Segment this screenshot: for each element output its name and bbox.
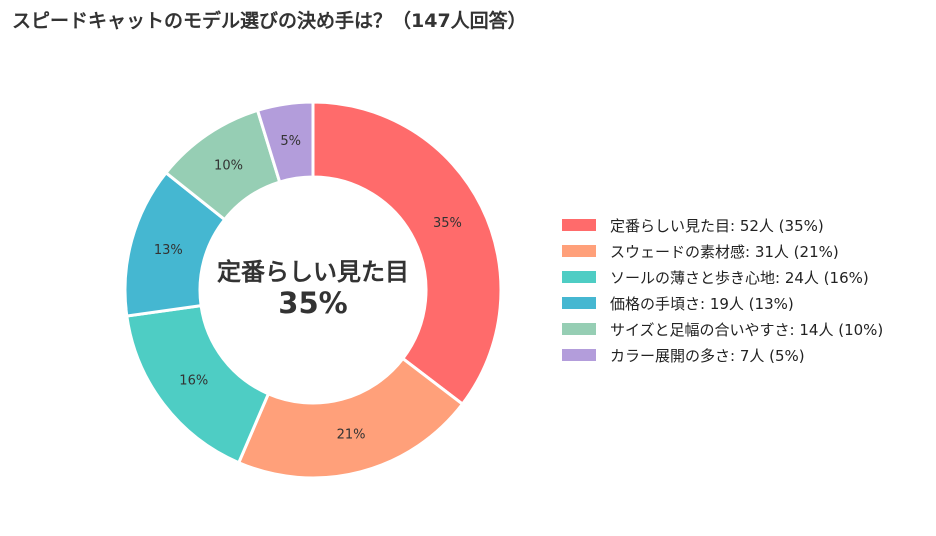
legend: 定番らしい見た目: 52人 (35%) スウェードの素材感: 31人 (21%) ソ… (562, 212, 883, 368)
donut-slice (236, 356, 465, 480)
legend-item: 定番らしい見た目: 52人 (35%) (562, 212, 883, 238)
legend-item: スウェードの素材感: 31人 (21%) (562, 238, 883, 264)
legend-swatch (562, 349, 596, 361)
slice-percent-label: 21% (337, 428, 366, 443)
slice-percent-label: 13% (154, 243, 183, 258)
center-label: 定番らしい見た目 (217, 258, 409, 286)
legend-item: ソールの薄さと歩き心地: 24人 (16%) (562, 264, 883, 290)
slice-percent-label: 5% (280, 134, 301, 149)
legend-item: サイズと足幅の合いやすさ: 14人 (10%) (562, 316, 883, 342)
slice-percent-label: 35% (433, 216, 462, 231)
legend-label: サイズと足幅の合いやすさ: 14人 (10%) (610, 320, 884, 339)
legend-item: 価格の手頃さ: 19人 (13%) (562, 290, 883, 316)
legend-label: スウェードの素材感: 31人 (21%) (610, 242, 839, 261)
legend-label: 価格の手頃さ: 19人 (13%) (610, 294, 794, 313)
legend-label: カラー展開の多さ: 7人 (5%) (610, 346, 805, 365)
legend-swatch (562, 271, 596, 283)
center-value: 35% (278, 286, 348, 320)
legend-swatch (562, 219, 596, 231)
legend-item: カラー展開の多さ: 7人 (5%) (562, 342, 883, 368)
legend-label: 定番らしい見た目: 52人 (35%) (610, 216, 824, 235)
slice-percent-label: 16% (179, 373, 208, 388)
legend-swatch (562, 297, 596, 309)
legend-swatch (562, 323, 596, 335)
chart-title: スピードキャットのモデル選びの決め手は？（147人回答） (12, 10, 527, 32)
legend-label: ソールの薄さと歩き心地: 24人 (16%) (610, 268, 869, 287)
legend-swatch (562, 245, 596, 257)
donut-center: 定番らしい見た目 35% (113, 258, 513, 320)
donut-slice (311, 100, 503, 407)
slice-percent-label: 10% (214, 159, 243, 174)
donut-slice (255, 100, 315, 184)
